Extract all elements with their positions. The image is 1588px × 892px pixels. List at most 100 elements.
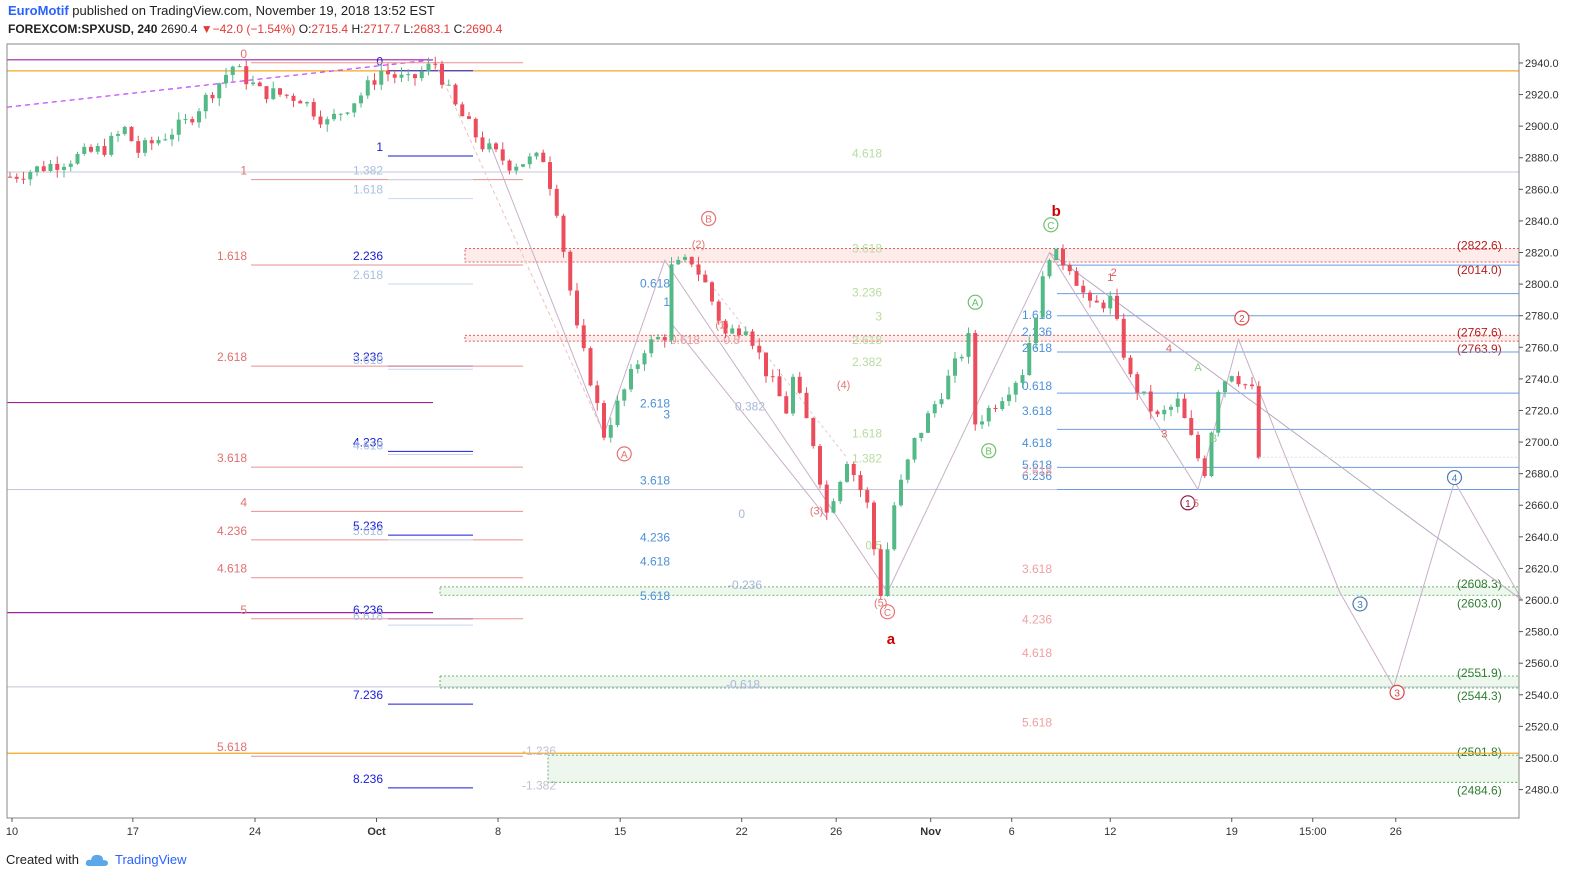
wave-label: C: [1047, 221, 1054, 232]
candle: [352, 103, 357, 113]
x-tick-label: 26: [1390, 826, 1402, 838]
candle: [143, 140, 147, 153]
ohlc-line: FOREXCOM:SPXUSD, 240 2690.4 ▼−42.0 (−1.5…: [8, 20, 1568, 38]
last-price: 2690.4: [160, 22, 198, 36]
fib-label-right: 3.618: [1022, 562, 1052, 576]
candle: [392, 74, 397, 78]
wave-label: A: [1194, 362, 1202, 374]
candle: [21, 178, 26, 180]
wave-circle-label: [1446, 469, 1463, 486]
fib-label-green: 1.382: [852, 452, 882, 466]
candle: [14, 176, 19, 179]
fib-label-red: 4.618: [217, 562, 247, 576]
candle: [1182, 398, 1187, 419]
wave-label-a: a: [887, 631, 896, 648]
candle: [1256, 386, 1261, 458]
tradingview-brand[interactable]: TradingView: [114, 852, 187, 867]
candle: [676, 259, 681, 265]
wave-label: B: [705, 214, 712, 225]
candle: [831, 501, 836, 513]
wave-label: (1): [715, 319, 728, 331]
fib-label-mid: 4.236: [640, 531, 670, 545]
fib-label-light: 4.618: [353, 439, 383, 453]
wave-circle-label: [1352, 596, 1368, 612]
candle: [419, 71, 424, 79]
candle: [433, 63, 438, 65]
fib-label-light: 1.618: [353, 183, 383, 197]
zone-label: (2603.0): [1457, 596, 1502, 610]
y-tick-label: 2580.0: [1525, 627, 1559, 639]
candle: [460, 104, 465, 117]
candle: [899, 479, 903, 506]
price-chart[interactable]: (2822.6) (2014.0) (2767.6) (2763.9) (2608.3)…: [0, 40, 1588, 848]
wave-label: 3: [1394, 688, 1400, 699]
candle: [446, 84, 451, 86]
wave-path-dashed: [434, 62, 605, 435]
x-tick-label: 12: [1104, 826, 1116, 838]
candle: [1020, 375, 1025, 383]
candle: [473, 118, 478, 138]
zone-label: (2767.6): [1457, 325, 1502, 339]
fib-label-right: 2.618: [1022, 464, 1052, 478]
candle: [905, 459, 910, 480]
zone-label: (2501.8): [1457, 745, 1502, 759]
created-with-label: Created with: [6, 852, 79, 867]
fib-label-mid: -1.236: [522, 744, 556, 758]
x-tick-label: 15:00: [1299, 826, 1327, 838]
wave-label: 1: [1107, 272, 1113, 284]
candle: [926, 413, 930, 433]
candle: [588, 348, 593, 386]
fib-label-red: 5: [240, 603, 247, 617]
candle: [757, 345, 762, 353]
candle: [1081, 285, 1086, 293]
candle: [467, 116, 471, 119]
fib-label-right: 4.618: [1022, 646, 1052, 660]
y-tick-label: 2840.0: [1525, 216, 1559, 228]
candle: [872, 502, 876, 550]
y-tick-label: 2920.0: [1525, 90, 1559, 102]
candle: [379, 70, 384, 85]
price-change: −42.0 (−1.54%): [212, 22, 296, 36]
candle: [1175, 398, 1180, 407]
wave-circle-label: [1389, 684, 1405, 700]
fib-label-blue: 0: [376, 55, 383, 69]
y-tick-label: 2640.0: [1525, 532, 1559, 544]
candle: [764, 352, 768, 377]
candle: [494, 143, 498, 150]
candle: [1209, 432, 1214, 477]
y-tick-label: 2560.0: [1525, 658, 1559, 670]
candle: [257, 82, 262, 87]
candle: [959, 356, 964, 359]
x-tick-label: 22: [736, 826, 748, 838]
wave-label: 2: [1239, 314, 1245, 325]
candle: [669, 264, 674, 341]
candle: [1034, 317, 1038, 343]
fib-label-right: 5.618: [1022, 715, 1052, 729]
candle: [338, 113, 343, 115]
close-label: C:: [453, 22, 466, 36]
fib-label-mid: 0: [738, 507, 745, 521]
author-name[interactable]: EuroMotif: [8, 3, 69, 18]
candle: [284, 94, 289, 96]
candle: [278, 88, 282, 95]
fib-label-red: 4: [240, 495, 247, 509]
candle: [406, 74, 411, 76]
candle: [615, 400, 620, 426]
fib-label-red: 3.618: [217, 451, 247, 465]
candle: [662, 337, 667, 341]
wave-circle-label: [879, 604, 896, 620]
fib-label-right: 4.236: [1022, 613, 1052, 627]
candle: [986, 407, 991, 422]
y-tick-label: 2680.0: [1525, 469, 1559, 481]
price-zone: [439, 586, 1520, 596]
wave-label: A: [972, 298, 979, 309]
symbol-label[interactable]: FOREXCOM:SPXUSD, 240: [8, 22, 158, 36]
wave-label: B: [1210, 433, 1217, 445]
y-tick-label: 2480.0: [1525, 785, 1559, 797]
candle: [89, 146, 93, 152]
candle: [332, 113, 336, 120]
candle: [487, 143, 492, 150]
candle: [68, 163, 73, 167]
candle: [514, 166, 519, 171]
fib-label-mid: 4.618: [640, 554, 670, 568]
